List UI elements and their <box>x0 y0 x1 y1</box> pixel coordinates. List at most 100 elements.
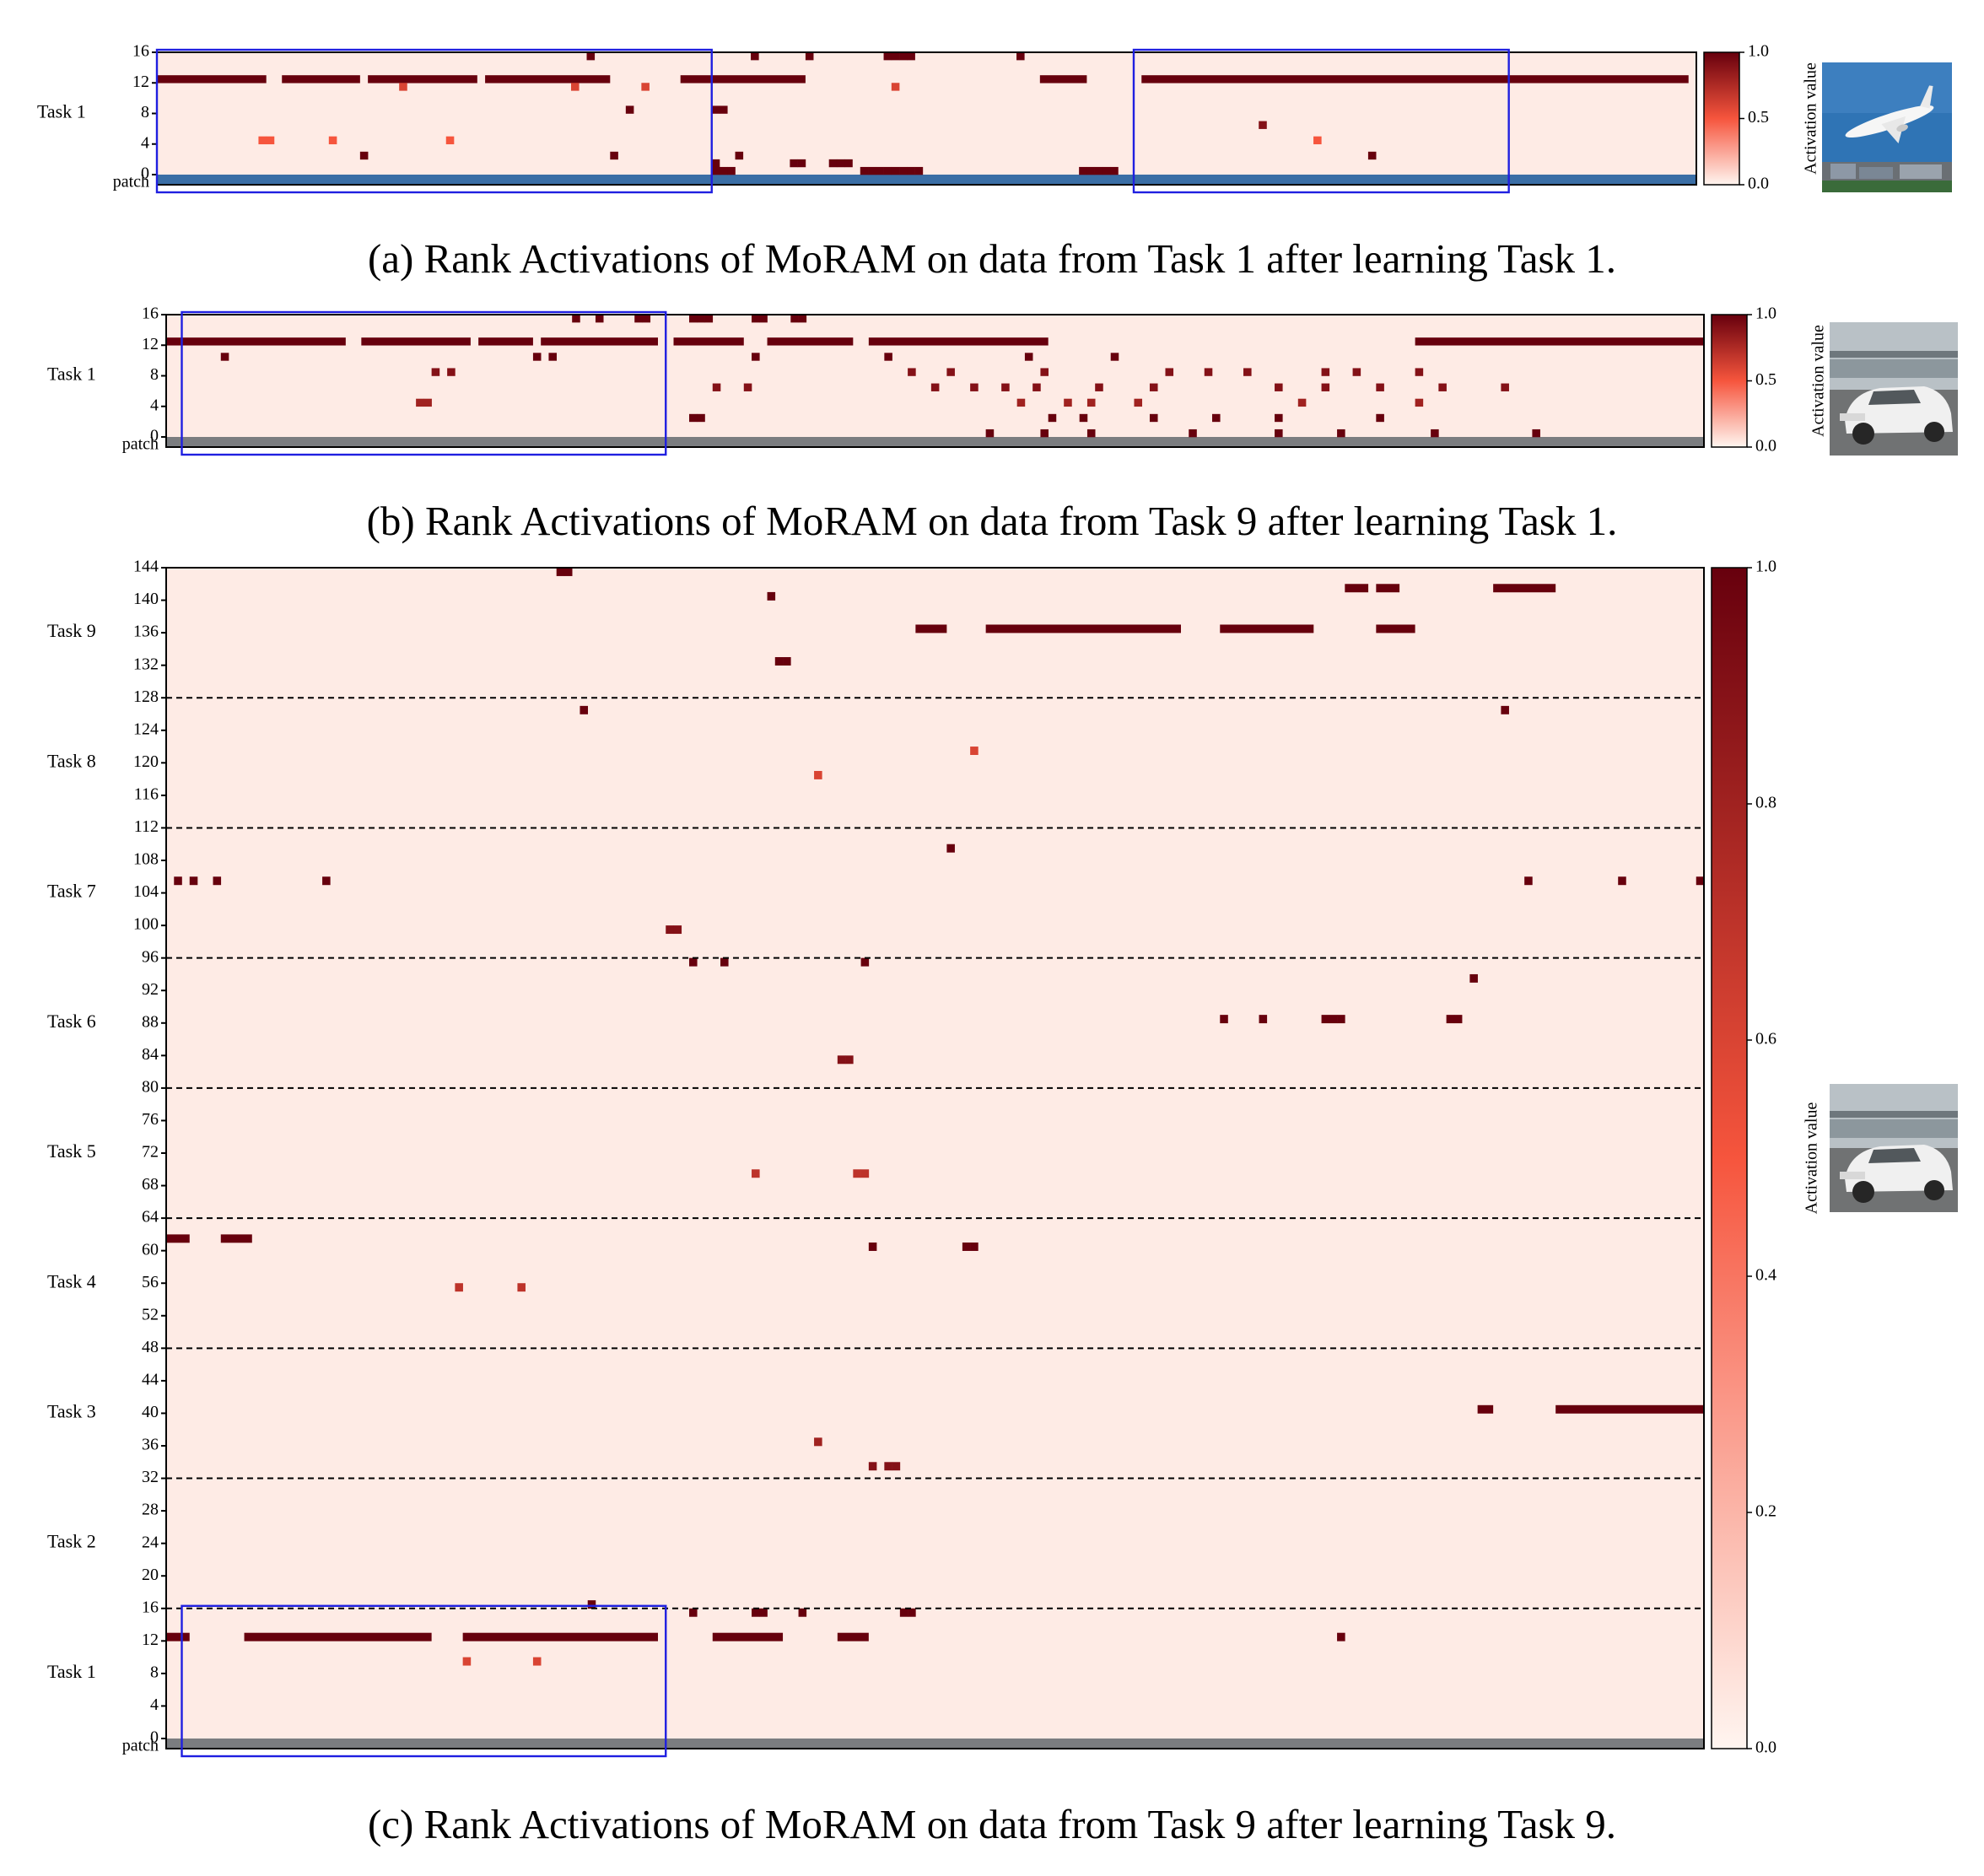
activation-band <box>712 1632 784 1642</box>
activation-cell <box>752 1169 760 1178</box>
activation-cell <box>1501 383 1509 391</box>
activation-cell <box>884 1462 892 1471</box>
y-tick-label: 64 <box>142 1208 159 1226</box>
activation-cell <box>1532 429 1540 438</box>
colorbar <box>1711 314 1748 448</box>
activation-cell <box>1016 52 1025 61</box>
activation-cell <box>720 105 728 114</box>
activation-cell <box>1297 398 1307 407</box>
y-tick-label: 112 <box>134 817 159 836</box>
activation-cell <box>1275 383 1283 391</box>
colorbar-tick-label: 0.0 <box>1748 175 1769 193</box>
activation-cell <box>532 353 542 361</box>
activation-cell <box>946 368 955 376</box>
task-group-label: Task 3 <box>47 1400 96 1421</box>
activation-cell <box>689 957 698 967</box>
activation-cell <box>1337 429 1345 438</box>
activation-band <box>166 337 346 346</box>
plot-frame <box>165 314 1705 448</box>
heatmap-c: 1441401361321281241201161121081041009692… <box>47 558 1821 1758</box>
y-tick-label: 0 <box>150 1728 159 1747</box>
activation-cell <box>572 315 580 323</box>
colorbar <box>1703 51 1740 186</box>
activation-cell <box>1024 353 1033 361</box>
activation-cell <box>322 876 331 886</box>
task-group-label: Task 2 <box>47 1531 96 1552</box>
activation-cell <box>1048 413 1057 423</box>
activation-band <box>673 337 744 346</box>
activation-cell <box>985 429 995 438</box>
activation-cell <box>1086 398 1096 407</box>
activation-cell <box>892 1462 901 1471</box>
y-tick-label: 128 <box>133 687 159 706</box>
task-group-label: Task 6 <box>47 1011 96 1032</box>
activation-cell <box>1204 368 1213 376</box>
activation-cell <box>673 925 682 935</box>
activation-cell <box>860 957 870 967</box>
patch-row-label: patch <box>113 173 149 191</box>
colorbar-tick-label: 0.0 <box>1755 1739 1776 1757</box>
highlight-box <box>155 48 713 194</box>
activation-band <box>868 337 1049 346</box>
activation-cell <box>884 353 892 361</box>
activation-cell <box>423 398 432 407</box>
activation-cell <box>720 957 729 967</box>
activation-cell <box>899 52 908 61</box>
y-tick-label: 24 <box>142 1533 159 1551</box>
activation-cell <box>876 166 884 175</box>
activation-band <box>1345 584 1369 593</box>
highlight-box <box>1132 48 1510 194</box>
activation-band <box>1376 584 1400 593</box>
activation-cell <box>1095 383 1103 391</box>
patch-strip <box>157 175 1696 185</box>
activation-cell <box>595 315 604 323</box>
y-tick-label: 0 <box>141 164 149 183</box>
task-group-label: Task 9 <box>47 620 96 641</box>
activation-band <box>478 337 533 346</box>
activation-cell <box>610 151 618 160</box>
activation-cell <box>1001 383 1010 391</box>
colorbar-label: Activation value <box>1802 62 1820 175</box>
activation-cell <box>752 315 760 323</box>
activation-cell <box>1446 1015 1455 1024</box>
activation-cell <box>1313 136 1322 145</box>
activation-cell <box>1110 353 1119 361</box>
activation-cell <box>774 657 784 666</box>
colorbar-tick-label: 0.0 <box>1755 437 1776 456</box>
y-tick-label: 16 <box>142 305 159 323</box>
activation-cell <box>711 166 720 175</box>
activation-cell <box>797 159 806 168</box>
activation-cell <box>359 151 369 160</box>
highlight-box <box>181 310 667 456</box>
activation-band <box>915 624 947 633</box>
patch-strip <box>166 1739 1704 1749</box>
y-tick-label: 120 <box>133 752 159 771</box>
activation-cell <box>220 353 229 361</box>
patch-row-label: patch <box>122 435 159 454</box>
patch-row-label: patch <box>122 1737 159 1755</box>
activation-band <box>485 75 611 84</box>
y-tick-label: 92 <box>142 980 159 999</box>
activation-cell <box>447 368 456 376</box>
activation-cell <box>1110 166 1119 175</box>
y-tick-label: 96 <box>142 947 159 966</box>
activation-cell <box>1321 383 1330 391</box>
activation-cell <box>1431 429 1439 438</box>
y-tick-label: 76 <box>142 1110 159 1129</box>
colorbar-tick-label: 0.4 <box>1755 1266 1776 1285</box>
activation-cell <box>814 770 822 779</box>
activation-cell <box>1376 413 1384 423</box>
y-tick-label: 48 <box>142 1338 159 1356</box>
activation-cell <box>213 876 222 886</box>
y-tick-label: 44 <box>142 1370 159 1388</box>
y-tick-label: 104 <box>133 882 159 901</box>
activation-band <box>1376 624 1415 633</box>
y-tick-label: 16 <box>142 1598 159 1616</box>
activation-cell <box>891 83 900 91</box>
task-group-label: Task 4 <box>47 1270 96 1291</box>
y-tick-label: 124 <box>133 720 159 738</box>
activation-cell <box>962 1243 971 1251</box>
activation-band <box>282 75 360 84</box>
activation-cell <box>328 136 337 145</box>
